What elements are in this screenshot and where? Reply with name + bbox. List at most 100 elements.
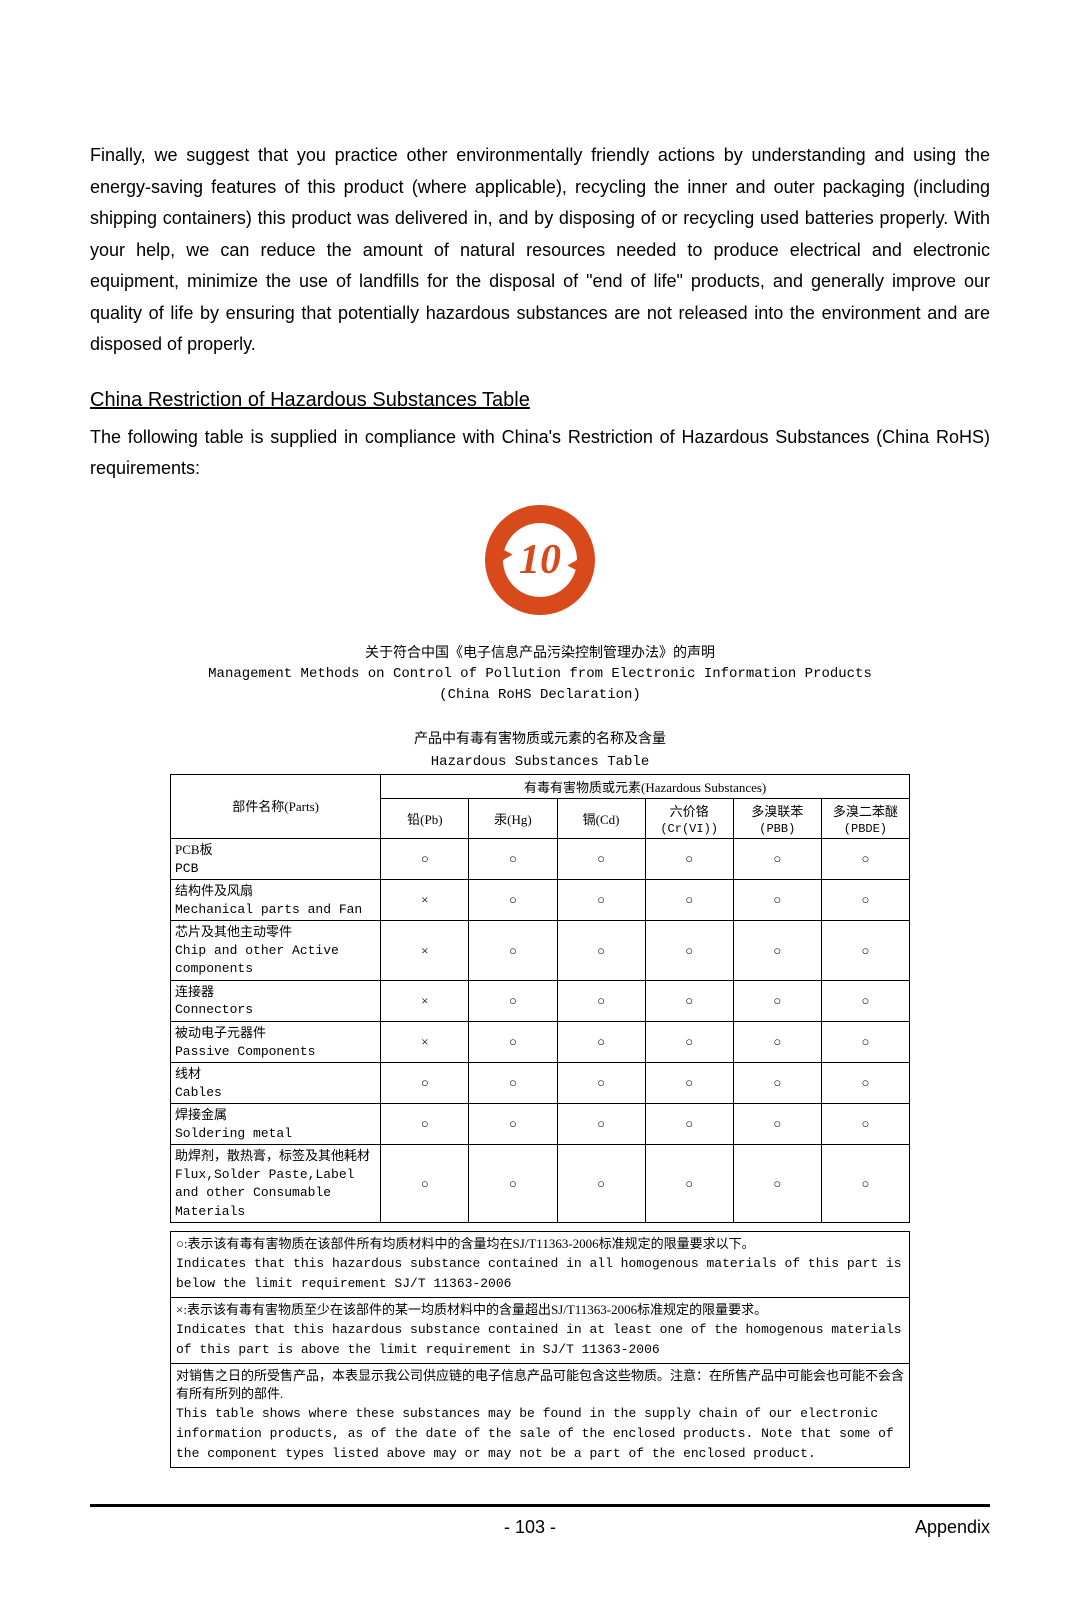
column-header: 多溴二苯醚(PBDE) [821,799,909,839]
rohs-logo: 10 [90,505,990,615]
footer-spacer [90,1517,210,1538]
value-cell: × [381,880,469,921]
table-row: PCB板PCB○○○○○○ [171,839,910,880]
value-cell: ○ [645,839,733,880]
page-footer: - 103 - Appendix [90,1504,990,1538]
value-cell: ○ [645,1022,733,1063]
value-cell: ○ [733,839,821,880]
part-name-cell: PCB板PCB [171,839,381,880]
value-cell: ○ [381,1063,469,1104]
value-cell: ○ [821,1145,909,1223]
value-cell: ○ [557,980,645,1021]
value-cell: × [381,1022,469,1063]
table-row: 被动电子元器件Passive Components×○○○○○ [171,1022,910,1063]
value-cell: ○ [381,839,469,880]
value-cell: ○ [821,1104,909,1145]
value-cell: ○ [469,880,557,921]
value-cell: ○ [557,839,645,880]
column-header: 六价铬(Cr(VI)) [645,799,733,839]
column-header: 多溴联苯(PBB) [733,799,821,839]
column-header: 镉(Cd) [557,799,645,839]
note-2-cn: ×:表示该有毒有害物质至少在该部件的某一均质材料中的含量超出SJ/T11363-… [176,1302,767,1317]
value-cell: ○ [557,1104,645,1145]
value-cell: ○ [557,921,645,981]
value-cell: ○ [733,921,821,981]
value-cell: ○ [469,921,557,981]
value-cell: ○ [469,1104,557,1145]
rohs-number: 10 [503,523,577,597]
declaration-line-en1: Management Methods on Control of Polluti… [90,664,990,685]
declaration-line-en2: (China RoHS Declaration) [90,685,990,706]
note-2-en: Indicates that this hazardous substance … [176,1322,902,1357]
note-1-en: Indicates that this hazardous substance … [176,1256,902,1291]
part-name-cell: 结构件及风扇Mechanical parts and Fan [171,880,381,921]
value-cell: ○ [733,1104,821,1145]
section-title: China Restriction of Hazardous Substance… [90,389,990,412]
value-cell: ○ [557,1145,645,1223]
rohs-table: 部件名称(Parts) 有毒有害物质或元素(Hazardous Substanc… [170,774,910,1223]
value-cell: ○ [733,1063,821,1104]
column-header: 汞(Hg) [469,799,557,839]
value-cell: ○ [733,880,821,921]
part-name-cell: 被动电子元器件Passive Components [171,1022,381,1063]
rohs-circle-icon: 10 [485,505,595,615]
column-header: 铅(Pb) [381,799,469,839]
notes-box: ○:表示该有毒有害物质在该部件所有均质材料中的含量均在SJ/T11363-200… [170,1231,910,1467]
part-name-cell: 芯片及其他主动零件Chip and other Active component… [171,921,381,981]
value-cell: ○ [733,1145,821,1223]
note-1-cn: ○:表示该有毒有害物质在该部件所有均质材料中的含量均在SJ/T11363-200… [176,1236,755,1251]
page-number: - 103 - [210,1517,850,1538]
value-cell: ○ [645,880,733,921]
value-cell: ○ [469,839,557,880]
hazardous-header: 有毒有害物质或元素(Hazardous Substances) [381,775,910,799]
value-cell: ○ [469,1022,557,1063]
value-cell: ○ [645,1063,733,1104]
value-cell: ○ [557,1022,645,1063]
table-row: 结构件及风扇Mechanical parts and Fan×○○○○○ [171,880,910,921]
value-cell: ○ [381,1145,469,1223]
value-cell: ○ [821,1022,909,1063]
parts-header: 部件名称(Parts) [171,775,381,839]
value-cell: ○ [733,1022,821,1063]
value-cell: × [381,980,469,1021]
declaration-line-cn: 关于符合中国《电子信息产品污染控制管理办法》的声明 [90,643,990,664]
note-3-cn: 对销售之日的所受售产品，本表显示我公司供应链的电子信息产品可能包含这些物质。注意… [176,1368,904,1402]
table-row: 芯片及其他主动零件Chip and other Active component… [171,921,910,981]
value-cell: ○ [733,980,821,1021]
part-name-cell: 助焊剂，散热膏，标签及其他耗材Flux,Solder Paste,Label a… [171,1145,381,1223]
value-cell: ○ [381,1104,469,1145]
value-cell: ○ [469,1145,557,1223]
table-row: 焊接金属Soldering metal○○○○○○ [171,1104,910,1145]
table-title: 产品中有毒有害物质或元素的名称及含量 Hazardous Substances … [90,728,990,773]
value-cell: ○ [821,1063,909,1104]
value-cell: ○ [821,921,909,981]
note-1: ○:表示该有毒有害物质在该部件所有均质材料中的含量均在SJ/T11363-200… [171,1232,909,1298]
table-title-cn: 产品中有毒有害物质或元素的名称及含量 [414,732,666,747]
part-name-cell: 连接器Connectors [171,980,381,1021]
declaration-block: 关于符合中国《电子信息产品污染控制管理办法》的声明 Management Met… [90,643,990,706]
value-cell: ○ [557,1063,645,1104]
value-cell: ○ [469,1063,557,1104]
value-cell: ○ [645,921,733,981]
value-cell: ○ [645,1104,733,1145]
footer-label: Appendix [850,1517,990,1538]
note-2: ×:表示该有毒有害物质至少在该部件的某一均质材料中的含量超出SJ/T11363-… [171,1298,909,1364]
section-intro: The following table is supplied in compl… [90,422,990,485]
value-cell: ○ [821,980,909,1021]
table-row: 连接器Connectors×○○○○○ [171,980,910,1021]
value-cell: ○ [821,880,909,921]
table-row: 线材Cables○○○○○○ [171,1063,910,1104]
value-cell: ○ [557,880,645,921]
part-name-cell: 焊接金属Soldering metal [171,1104,381,1145]
value-cell: ○ [821,839,909,880]
intro-paragraph: Finally, we suggest that you practice ot… [90,140,990,361]
value-cell: ○ [469,980,557,1021]
table-title-en: Hazardous Substances Table [431,754,649,770]
value-cell: × [381,921,469,981]
value-cell: ○ [645,980,733,1021]
note-3-en: This table shows where these substances … [176,1406,894,1461]
note-3: 对销售之日的所受售产品，本表显示我公司供应链的电子信息产品可能包含这些物质。注意… [171,1364,909,1467]
table-row: 助焊剂，散热膏，标签及其他耗材Flux,Solder Paste,Label a… [171,1145,910,1223]
value-cell: ○ [645,1145,733,1223]
part-name-cell: 线材Cables [171,1063,381,1104]
